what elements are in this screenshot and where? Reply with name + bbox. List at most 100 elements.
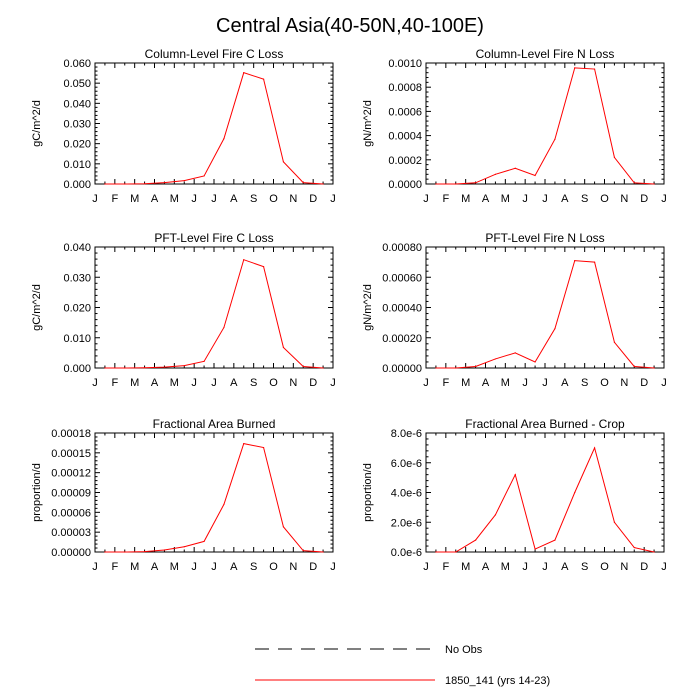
x-tick-label: M	[461, 193, 470, 205]
x-tick-label: J	[661, 377, 667, 389]
x-tick-label: M	[130, 377, 139, 389]
y-axis-label: proportion/d	[31, 463, 43, 522]
data-point	[455, 551, 457, 553]
data-point	[104, 367, 106, 369]
x-tick-label: O	[600, 561, 609, 573]
y-tick-label: 0.010	[63, 159, 91, 171]
y-tick-label: 0.00009	[51, 488, 91, 500]
data-point	[554, 138, 556, 140]
x-tick-label: J	[211, 561, 217, 573]
x-tick-label: D	[309, 561, 317, 573]
data-point	[593, 261, 596, 263]
x-tick-label: S	[581, 377, 588, 389]
data-point	[633, 365, 635, 368]
plot-frame	[425, 432, 665, 553]
x-tick-label: A	[230, 561, 238, 573]
data-point	[534, 548, 536, 550]
x-tick-label: J	[211, 377, 217, 389]
data-point	[124, 367, 126, 369]
data-point	[494, 358, 497, 360]
x-tick-label: F	[442, 193, 449, 205]
x-tick-label: J	[542, 377, 548, 389]
x-tick-label: A	[482, 377, 490, 389]
data-point	[574, 67, 576, 69]
data-point	[494, 514, 497, 516]
data-point	[574, 491, 576, 494]
data-point	[203, 175, 205, 177]
data-point	[455, 183, 457, 185]
data-point	[183, 546, 185, 548]
x-tick-label: S	[250, 561, 257, 573]
x-tick-label: S	[581, 561, 588, 573]
plot-frame	[94, 62, 334, 185]
data-point	[322, 183, 324, 185]
data-point	[203, 360, 205, 362]
x-tick-label: O	[269, 193, 278, 205]
x-tick-label: N	[620, 377, 628, 389]
x-tick-label: J	[423, 193, 429, 205]
legend-label-no-obs: No Obs	[445, 644, 483, 656]
x-tick-label: N	[289, 377, 297, 389]
x-tick-label: N	[289, 561, 297, 573]
data-point	[223, 138, 225, 140]
data-point	[183, 179, 185, 182]
data-point	[653, 367, 655, 369]
x-tick-label: M	[501, 193, 510, 205]
x-tick-label: A	[230, 193, 238, 205]
x-tick-label: A	[151, 561, 159, 573]
plot-frame	[94, 432, 334, 553]
data-point	[494, 173, 497, 175]
data-point	[143, 367, 146, 369]
data-point	[653, 183, 655, 185]
y-tick-label: 4.0e-6	[391, 488, 422, 500]
data-point	[554, 328, 556, 330]
x-tick-label: O	[600, 193, 609, 205]
data-point	[223, 503, 225, 505]
data-point	[613, 521, 616, 523]
panel-title: PFT-Level Fire N Loss	[485, 231, 604, 245]
data-point	[302, 181, 304, 184]
data-point	[282, 346, 285, 349]
data-point	[124, 183, 126, 185]
data-point	[143, 183, 146, 185]
data-point	[613, 156, 616, 158]
x-tick-label: M	[170, 561, 179, 573]
y-tick-label: 0.040	[63, 98, 91, 110]
x-tick-label: A	[561, 561, 569, 573]
x-tick-label: D	[640, 561, 648, 573]
y-tick-label: 0.050	[63, 78, 91, 90]
y-tick-label: 0.0010	[388, 58, 422, 70]
y-tick-label: 0.060	[63, 58, 91, 70]
y-tick-label: 0.0e-6	[391, 547, 422, 559]
y-tick-label: 8.0e-6	[391, 428, 422, 440]
data-point	[163, 181, 166, 184]
x-tick-label: F	[111, 377, 118, 389]
x-tick-label: D	[640, 377, 648, 389]
data-point	[435, 367, 437, 369]
y-tick-label: 0.00020	[382, 333, 422, 345]
data-point	[455, 367, 457, 369]
x-tick-label: M	[501, 561, 510, 573]
y-tick-label: 0.00006	[51, 507, 91, 519]
data-point	[203, 540, 205, 543]
data-point	[574, 260, 576, 262]
x-tick-label: S	[581, 193, 588, 205]
data-point	[302, 365, 304, 368]
y-tick-label: 2.0e-6	[391, 517, 422, 529]
data-point	[302, 550, 304, 552]
y-axis-label: gC/m^2/d	[31, 100, 43, 147]
series-line-6	[435, 446, 655, 553]
x-tick-label: J	[330, 561, 336, 573]
x-tick-label: J	[661, 193, 667, 205]
data-point	[104, 183, 106, 185]
figure-title: Central Asia(40-50N,40-100E)	[216, 15, 484, 37]
x-tick-label: A	[151, 377, 159, 389]
x-tick-label: S	[250, 377, 257, 389]
data-point	[243, 72, 245, 74]
x-tick-label: J	[191, 193, 197, 205]
series-line-4	[435, 260, 655, 369]
